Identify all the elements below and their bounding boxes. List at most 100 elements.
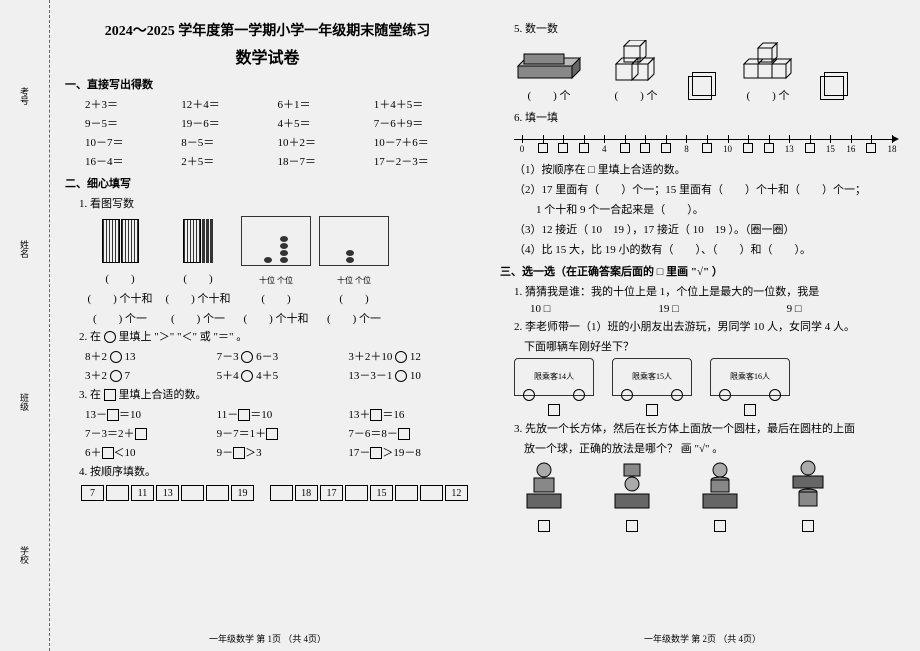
ones-blank: ( ) 个一: [85, 310, 155, 326]
blank: ( ) 个: [738, 87, 798, 103]
q5-label: 5. 数一数: [514, 20, 905, 36]
eq: 7－6＝8－: [348, 425, 470, 441]
cell: 17－2－3＝: [374, 153, 470, 169]
eq: 6＋＜10: [85, 444, 207, 460]
page-footer: 一年级数学 第 2页 （共 4页）: [485, 632, 920, 645]
eq: 17－＞19－8: [348, 444, 470, 460]
cubes-icon: [738, 40, 798, 84]
bus-icon: 限乘客15人: [612, 358, 692, 396]
binding-margin: 考号 姓名 班级 学校: [0, 0, 50, 651]
cell: 7－6＋9＝: [374, 115, 470, 131]
abacus-label: 十位 个位: [241, 275, 311, 286]
cmp: 3＋2＋10 12: [348, 348, 470, 364]
opt: 10 □: [530, 303, 648, 315]
section-1-title: 一、直接写出得数: [65, 76, 470, 92]
page-2: 5. 数一数 ( ) 个 ( ) 个 ( ) 个 6. 填一填: [485, 0, 920, 651]
q6-4: （4）比 15 大，比 19 小的数有（ ）、（ ）和（ ）。: [514, 241, 905, 257]
blank: ( ): [85, 270, 155, 286]
q3-3: 3. 先放一个长方体，然后在长方体上面放一个圆柱，最后在圆柱的上面: [514, 420, 905, 436]
eq: 9－＞3: [217, 444, 339, 460]
cell: 2＋3＝: [85, 96, 181, 112]
blank: ( ): [163, 270, 233, 286]
stack-icon: [607, 460, 657, 516]
blank: ( ) 个: [514, 87, 584, 103]
q3-1: 1. 猜猜我是谁：我的十位上是 1，个位上是最大的一位数，我是: [514, 283, 905, 299]
q3-3-sub: 放一个球，正确的放法是哪个？ 画 "√" 。: [524, 440, 905, 456]
arithmetic-grid: 2＋3＝12＋4＝6＋1＝1＋4＋5＝ 9－5＝19－6＝4＋5＝7－6＋9＝ …: [65, 96, 470, 169]
tens-blank: ( ) 个十和: [85, 290, 155, 306]
blank: ( ): [241, 290, 311, 306]
opt: 19 □: [658, 303, 776, 315]
cube-icon: [820, 72, 848, 100]
stack-row: [514, 460, 905, 531]
stack-icon: [695, 460, 745, 516]
cuboid-stack-icon: [514, 48, 584, 84]
cmp: 3＋2 7: [85, 367, 207, 383]
section-3-title: 三、选一选（在正确答案后面的 □ 里画 "√" ）: [500, 263, 905, 279]
exam-title: 2024～2025 学年度第一学期小学一年级期末随堂练习: [65, 20, 470, 40]
cell: 12＋4＝: [181, 96, 277, 112]
number-line: 0481013151618: [514, 129, 905, 157]
eq: 9－7＝1＋: [217, 425, 339, 441]
cell: 19－6＝: [181, 115, 277, 131]
q4-label: 4. 按顺序填数。: [79, 463, 470, 479]
opt: 9 □: [787, 303, 905, 315]
square-icon: [104, 389, 116, 401]
blank: ( ) 个: [606, 87, 666, 103]
exam-subtitle: 数学试卷: [65, 44, 470, 68]
ones-blank: ( ) 个一: [319, 310, 389, 326]
cell: 2＋5＝: [181, 153, 277, 169]
ones-blank: ( ) 个一: [163, 310, 233, 326]
binding-label: 学校: [18, 546, 31, 564]
q6-1: （1）按顺序在 □ 里填上合适的数。: [514, 161, 905, 177]
cmp: 13－3－1 10: [348, 367, 470, 383]
eq: 13－＝10: [85, 406, 207, 422]
cubes-icon: [606, 40, 666, 84]
cmp: 5＋4 4＋5: [217, 367, 339, 383]
eq: 13＋＝16: [348, 406, 470, 422]
blank: ( ): [319, 290, 389, 306]
q6-2: （2）17 里面有（ ）个一；15 里面有（ ）个十和（ ）个一；: [514, 181, 905, 197]
bus-row: 限乘客14人 限乘客15人 限乘客16人: [514, 358, 905, 416]
seq-a: 7111319 18171512: [79, 483, 470, 503]
cell: 9－5＝: [85, 115, 181, 131]
abacus-label: 十位 个位: [319, 275, 389, 286]
cell: 18－7＝: [278, 153, 374, 169]
q5-figures: ( ) 个 ( ) 个 ( ) 个: [514, 40, 905, 103]
section-2-title: 二、细心填写: [65, 175, 470, 191]
binding-label: 姓名: [18, 240, 31, 258]
eq: 11－＝10: [217, 406, 339, 422]
eq: 7－3＝2＋: [85, 425, 207, 441]
q1-label: 1. 看图写数: [79, 195, 470, 211]
binding-label: 考号: [18, 87, 31, 105]
q3-label: 3. 在 里填上合适的数。: [79, 386, 470, 402]
stack-icon: [783, 460, 833, 516]
q6-label: 6. 填一填: [514, 109, 905, 125]
tens-blank: ( ) 个十和: [163, 290, 233, 306]
cell: 10－7＋6＝: [374, 134, 470, 150]
page-footer: 一年级数学 第 1页 （共 4页）: [50, 632, 485, 645]
cell: 4＋5＝: [278, 115, 374, 131]
cell: 8－5＝: [181, 134, 277, 150]
q3-2: 2. 李老师带一（1）班的小朋友出去游玩，男同学 10 人，女同学 4 人。: [514, 318, 905, 334]
circle-icon: [104, 331, 116, 343]
binding-label: 班级: [18, 393, 31, 411]
cell: 10＋2＝: [278, 134, 374, 150]
cell: 6＋1＝: [278, 96, 374, 112]
q2-label: 2. 在 里填上 "＞" "＜" 或 "＝" 。: [79, 328, 470, 344]
cmp: 8＋2 13: [85, 348, 207, 364]
stack-icon: [519, 460, 569, 516]
cell: 16－4＝: [85, 153, 181, 169]
tens-blank: ( ) 个十和: [241, 310, 311, 326]
q3-2-sub: 下面哪辆车刚好坐下？: [524, 338, 905, 354]
bus-icon: 限乘客16人: [710, 358, 790, 396]
cell: 1＋4＋5＝: [374, 96, 470, 112]
cell: 10－7＝: [85, 134, 181, 150]
q6-2b: 1 个十和 9 个一合起来是（ ）。: [514, 201, 905, 217]
cube-icon: [688, 72, 716, 100]
q6-3: （3）12 接近（ 10 19 ），17 接近（ 10 19 ）。（圈一圈）: [514, 221, 905, 237]
cmp: 7－3 6－3: [217, 348, 339, 364]
q1-figures: [85, 215, 470, 266]
page-1: 2024～2025 学年度第一学期小学一年级期末随堂练习 数学试卷 一、直接写出…: [50, 0, 485, 651]
bus-icon: 限乘客14人: [514, 358, 594, 396]
